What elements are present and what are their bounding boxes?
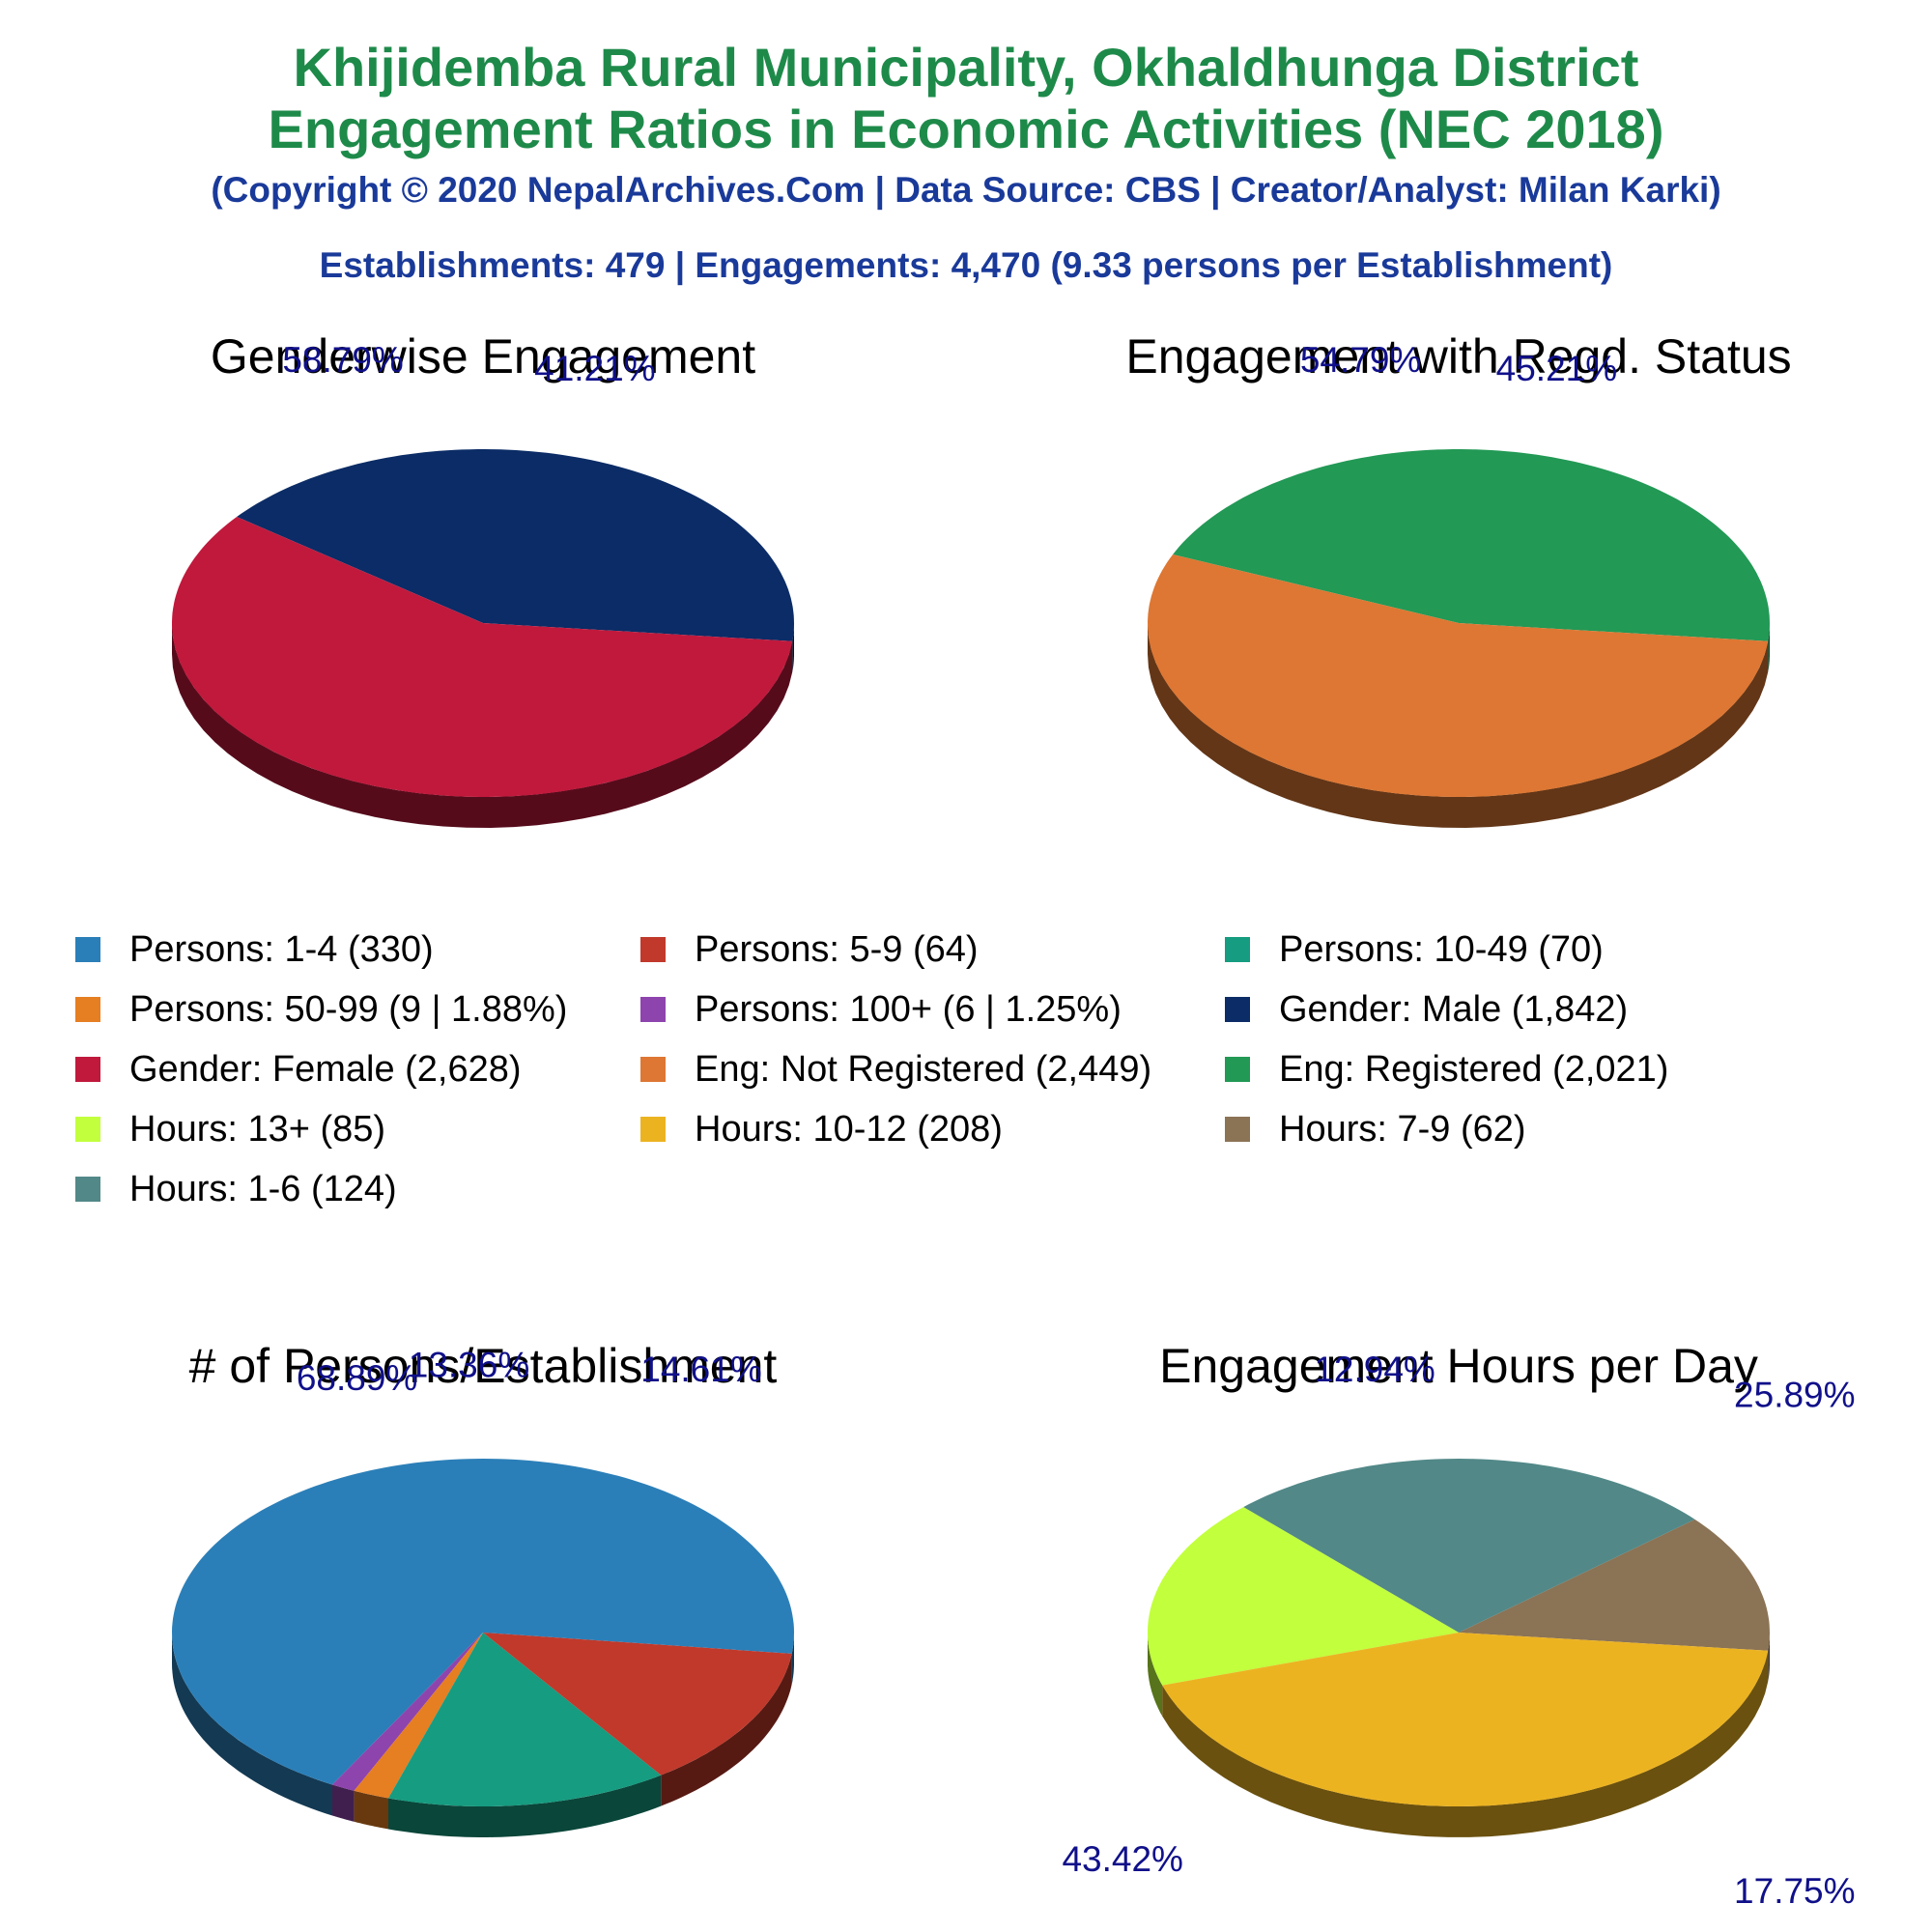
legend-swatch <box>75 1117 100 1142</box>
pie-slice-side <box>1162 1650 1769 1837</box>
legend-label: Eng: Registered (2,021) <box>1279 1048 1669 1090</box>
pie-slice <box>388 1633 662 1806</box>
pie-slice-side <box>661 1653 792 1806</box>
pie-slice <box>1148 1507 1459 1686</box>
legend-label: Gender: Female (2,628) <box>129 1048 522 1090</box>
pie-percent-label: 13.36% <box>409 1346 530 1385</box>
legend-swatch <box>75 997 100 1022</box>
pie-percent-label: 14.61% <box>640 1350 762 1389</box>
legend-label: Eng: Not Registered (2,449) <box>695 1048 1152 1090</box>
legend-label: Persons: 50-99 (9 | 1.88%) <box>129 988 568 1030</box>
pie-slice <box>483 1633 792 1776</box>
legend-item: Persons: 100+ (6 | 1.25%) <box>640 988 1225 1030</box>
pie-slice <box>332 1633 483 1791</box>
legend-item: Persons: 5-9 (64) <box>640 928 1225 970</box>
pie-slice-side <box>172 623 793 828</box>
legend-swatch <box>640 1057 666 1082</box>
legend-label: Hours: 7-9 (62) <box>1279 1108 1526 1150</box>
legend-label: Hours: 10-12 (208) <box>695 1108 1003 1150</box>
page-title-line1: Khijidemba Rural Municipality, Okhaldhun… <box>293 37 1639 98</box>
pie-slice <box>1173 449 1770 641</box>
legend-swatch <box>1225 1057 1250 1082</box>
chart-title-registration: Engagement with Regd. Status <box>1125 329 1792 384</box>
legend-item: Hours: 7-9 (62) <box>1225 1108 1766 1150</box>
copyright-text: (Copyright © 2020 NepalArchives.Com | Da… <box>211 170 1721 210</box>
pie-slice-side <box>172 1633 332 1816</box>
legend-item: Eng: Registered (2,021) <box>1225 1048 1766 1090</box>
pie-percent-label: 43.42% <box>1062 1839 1183 1879</box>
legend-label: Hours: 1-6 (124) <box>129 1168 397 1209</box>
chart-title-persons: # of Persons/Establishment <box>188 1339 778 1393</box>
pie-sides <box>1148 623 1770 828</box>
pie-slice-side <box>1148 1633 1163 1717</box>
legend-swatch <box>1225 937 1250 962</box>
legend-swatch <box>75 1057 100 1082</box>
pie-percent-label: 25.89% <box>1734 1375 1856 1414</box>
legend-item: Gender: Male (1,842) <box>1225 988 1766 1030</box>
pie-sides <box>172 1633 794 1837</box>
chart-title-gender: Genderwise Engagement <box>210 329 756 384</box>
legend-label: Persons: 5-9 (64) <box>695 928 979 970</box>
legend-item: Hours: 13+ (85) <box>75 1108 640 1150</box>
legend-item: Persons: 10-49 (70) <box>1225 928 1766 970</box>
pie-percent-label: 17.75% <box>1734 1871 1856 1911</box>
legend-item: Hours: 1-6 (124) <box>75 1168 640 1209</box>
pie-percent-label: 45.21% <box>1496 349 1618 388</box>
pie-sides <box>172 623 794 828</box>
pie-slice-side <box>1768 1633 1770 1682</box>
page-title-line2: Engagement Ratios in Economic Activities… <box>268 99 1664 159</box>
pie-slice-side <box>791 1633 794 1685</box>
pie-slice <box>172 1459 794 1785</box>
legend-swatch <box>75 937 100 962</box>
pie-slice <box>172 517 793 797</box>
legend-label: Hours: 13+ (85) <box>129 1108 386 1150</box>
pie-percent-label: 54.79% <box>1300 340 1422 380</box>
pie-slice-side <box>792 623 794 672</box>
pie-slice <box>1148 554 1769 797</box>
legend-item: Gender: Female (2,628) <box>75 1048 640 1090</box>
legend-swatch <box>640 997 666 1022</box>
legend-item: Hours: 10-12 (208) <box>640 1108 1225 1150</box>
pie-slice <box>237 449 795 641</box>
legend-swatch <box>640 937 666 962</box>
legend-label: Persons: 10-49 (70) <box>1279 928 1604 970</box>
legend-label: Persons: 1-4 (330) <box>129 928 434 970</box>
pie-percent-label: 58.79% <box>282 340 404 380</box>
legend-label: Gender: Male (1,842) <box>1279 988 1629 1030</box>
pie-slice-side <box>332 1784 355 1822</box>
legend-label: Persons: 100+ (6 | 1.25%) <box>695 988 1122 1030</box>
pie-slice-side <box>354 1790 388 1830</box>
pie-percent-label: 12.94% <box>1314 1350 1435 1389</box>
pie-slice-side <box>1768 623 1770 672</box>
pie-slice <box>1162 1633 1769 1806</box>
legend-item: Persons: 1-4 (330) <box>75 928 640 970</box>
legend-item: Eng: Not Registered (2,449) <box>640 1048 1225 1090</box>
legend-swatch <box>1225 1117 1250 1142</box>
pie-slice-side <box>388 1775 662 1837</box>
pie-slice-side <box>1148 623 1769 828</box>
pie-percent-label: 68.89% <box>297 1358 418 1398</box>
legend-swatch <box>640 1117 666 1142</box>
pie-slice <box>1243 1459 1695 1633</box>
chart-title-hours: Engagement Hours per Day <box>1159 1339 1758 1393</box>
pie-percent-label: 41.21% <box>534 349 656 388</box>
pie-slice <box>1459 1519 1770 1651</box>
legend: Persons: 1-4 (330) Persons: 5-9 (64) Perso… <box>75 928 1891 1209</box>
pie-sides <box>1148 1633 1770 1837</box>
pie-slice <box>354 1633 483 1799</box>
legend-item: Persons: 50-99 (9 | 1.88%) <box>75 988 640 1030</box>
summary-text: Establishments: 479 | Engagements: 4,470… <box>319 245 1613 285</box>
legend-swatch <box>1225 997 1250 1022</box>
legend-swatch <box>75 1177 100 1202</box>
